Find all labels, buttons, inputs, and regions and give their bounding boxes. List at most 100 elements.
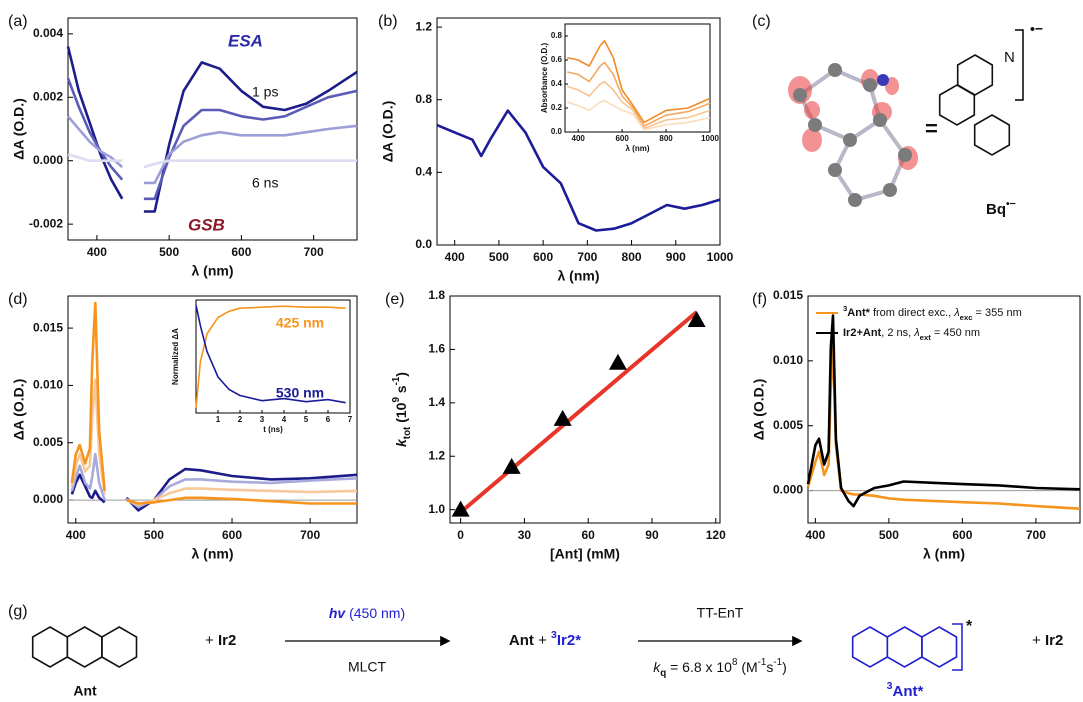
equals: = — [925, 116, 938, 141]
x-tick-label: 600 — [533, 250, 553, 264]
charge: •− — [1030, 21, 1043, 37]
x-tick-label: 800 — [622, 250, 642, 264]
bracket — [1015, 30, 1023, 100]
text-part: exc — [960, 313, 974, 322]
x-tick-label: 800 — [659, 134, 673, 143]
excited-star: * — [966, 618, 973, 635]
series-label: 530 nm — [276, 385, 324, 401]
y-tick-label: 0.010 — [773, 353, 803, 367]
text-part: hv — [329, 605, 347, 621]
text-part: = 355 nm — [973, 307, 1022, 319]
text-part: Ant* — [893, 683, 924, 700]
y-axis-label: ΔA (O.D.) — [380, 101, 396, 163]
x-axis-label: [Ant] (mM) — [550, 546, 620, 562]
x-tick-label: 4 — [282, 415, 287, 424]
y-tick-label: 0.6 — [551, 55, 563, 64]
y-tick-label: 1.4 — [428, 395, 445, 409]
y-tick-label: 1.2 — [415, 19, 432, 33]
x-tick-label: 120 — [706, 528, 726, 542]
x-tick-label: 1000 — [707, 250, 734, 264]
x-tick-label: 1 — [216, 415, 221, 424]
text-part: (450 nm) — [345, 605, 405, 621]
x-tick-label: 400 — [805, 528, 825, 542]
x-tick-label: 500 — [879, 528, 899, 542]
x-tick-label: 400 — [87, 245, 107, 259]
text-part: Ir2 — [1045, 632, 1063, 649]
x-tick-label: 700 — [1026, 528, 1046, 542]
y-axis-label: ΔA (O.D.) — [11, 379, 27, 441]
y-tick-label: -0.002 — [29, 216, 63, 230]
x-axis-label: t (ns) — [263, 425, 283, 434]
text-part: -1 — [758, 657, 767, 668]
x-tick-label: 30 — [518, 528, 532, 542]
y-axis-label: Normalized ΔA — [171, 328, 180, 385]
intermediate: Ant + 3Ir2* — [509, 629, 581, 649]
text-part: (10 — [393, 402, 409, 426]
text-part: Ir2 — [218, 632, 236, 649]
x-tick-label: 700 — [577, 250, 597, 264]
x-axis-label: λ (nm) — [192, 546, 234, 562]
molecule-name: Ant — [73, 683, 97, 699]
y-axis-label: ktot (109 s-1) — [391, 372, 413, 447]
text-part: Ir2* — [557, 632, 581, 649]
y-tick-label: 0.2 — [551, 103, 563, 112]
ring — [102, 627, 137, 667]
plot-frame — [68, 18, 357, 240]
text-part: Bq — [986, 201, 1006, 218]
y-tick-label: 0.005 — [33, 435, 63, 449]
x-tick-label: 500 — [489, 250, 509, 264]
ring — [33, 627, 68, 667]
x-tick-label: 500 — [159, 245, 179, 259]
text-part: + — [205, 632, 218, 649]
panel-label: (g) — [8, 603, 28, 620]
text-part: ) — [782, 659, 787, 675]
condition: TT-EnT — [697, 605, 744, 621]
reagent: + Ir2 — [205, 632, 236, 649]
text-part: from direct exc., — [870, 307, 954, 319]
x-tick-label: 600 — [222, 528, 242, 542]
text-part: ) — [393, 372, 409, 377]
y-axis-label: ΔA (O.D.) — [751, 379, 767, 441]
x-tick-label: 3 — [260, 415, 265, 424]
text-part: (M — [737, 659, 757, 675]
x-axis-label: λ (nm) — [192, 263, 234, 279]
annotation: 1 ps — [252, 84, 278, 100]
y-tick-label: 0.010 — [33, 378, 63, 392]
x-tick-label: 700 — [304, 245, 324, 259]
text-part: + — [1032, 632, 1045, 649]
x-tick-label: 6 — [326, 415, 331, 424]
text-part: Ant* — [847, 307, 870, 319]
y-tick-label: 0.4 — [415, 165, 432, 179]
text-part: + — [534, 632, 551, 649]
y-tick-label: 1.0 — [428, 502, 445, 516]
figure: (a) (b) (c) (d) (e) (f) (g) — [0, 0, 1083, 702]
text-part: s — [766, 659, 773, 675]
x-tick-label: 0 — [457, 528, 464, 542]
y-tick-label: 0.000 — [33, 492, 63, 506]
panel-label: (b) — [378, 13, 398, 30]
panel-label: (d) — [8, 291, 28, 308]
x-tick-label: 700 — [300, 528, 320, 542]
ring — [975, 115, 1010, 155]
panel-label: (f) — [752, 291, 767, 308]
y-tick-label: 1.2 — [428, 448, 445, 462]
molecule-name: 3Ant* — [887, 680, 924, 700]
annotation: 6 ns — [252, 175, 278, 191]
text-part: Ir2+Ant — [843, 327, 882, 339]
atom-label: N — [1004, 49, 1015, 66]
x-tick-label: 2 — [238, 415, 243, 424]
text-part: -1 — [773, 657, 782, 668]
x-tick-label: 400 — [572, 134, 586, 143]
molecule-name: Bq•− — [986, 198, 1016, 218]
x-axis-label: λ (nm) — [626, 144, 650, 153]
text-part: •− — [1006, 198, 1016, 210]
y-tick-label: 0.8 — [551, 31, 563, 40]
y-tick-label: 1.8 — [428, 288, 445, 302]
x-tick-label: 7 — [348, 415, 353, 424]
x-tick-label: 900 — [666, 250, 686, 264]
y-tick-label: 0.4 — [551, 79, 563, 88]
series-label: 425 nm — [276, 315, 324, 331]
y-tick-label: 0.0 — [415, 237, 432, 251]
reagent: + Ir2 — [1032, 632, 1063, 649]
x-tick-label: 500 — [144, 528, 164, 542]
